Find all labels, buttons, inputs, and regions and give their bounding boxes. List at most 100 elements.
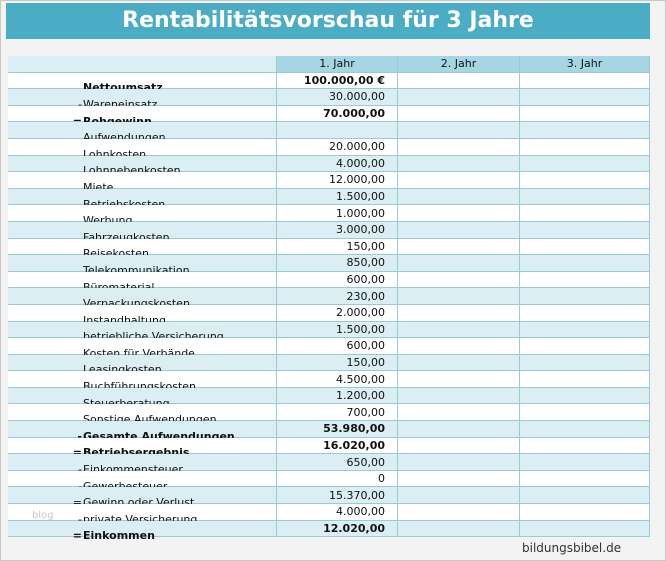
year-3-cell[interactable] bbox=[519, 121, 650, 139]
year-3-cell[interactable] bbox=[519, 370, 650, 388]
year-1-cell[interactable]: 1.000,00 bbox=[276, 204, 398, 222]
year-2-cell[interactable] bbox=[397, 204, 520, 222]
year-3-cell[interactable] bbox=[519, 503, 650, 521]
year-3-cell[interactable] bbox=[519, 354, 650, 372]
table-row: =Betriebsergebnis16.020,00 bbox=[8, 437, 650, 459]
year-3-cell[interactable] bbox=[519, 403, 650, 422]
year-1-cell[interactable]: 230,00 bbox=[276, 287, 398, 305]
table-row: =Gewinn oder Verlust15.370,00 bbox=[8, 486, 650, 509]
year-2-cell[interactable] bbox=[397, 321, 520, 339]
year-1-cell[interactable]: 15.370,00 bbox=[276, 486, 398, 505]
year-3-cell[interactable] bbox=[519, 387, 650, 405]
year-1-cell[interactable]: 4.000,00 bbox=[276, 503, 398, 521]
year-1-cell[interactable]: 650,00 bbox=[276, 453, 398, 471]
table-row: Nettoumsatz100.000,00 € bbox=[8, 72, 650, 94]
year-3-cell[interactable] bbox=[519, 453, 650, 471]
year-1-cell[interactable]: 4.000,00 bbox=[276, 155, 398, 173]
row-label-cell: Büromaterial bbox=[8, 271, 277, 294]
year-1-cell[interactable]: 700,00 bbox=[276, 403, 398, 422]
year-3-cell[interactable] bbox=[519, 238, 650, 256]
year-3-cell[interactable] bbox=[519, 420, 650, 438]
table-row: betriebliche Versicherung1.500,00 bbox=[8, 321, 650, 343]
year-1-cell[interactable]: 30.000,00 bbox=[276, 88, 398, 106]
year-1-cell[interactable]: 16.020,00 bbox=[276, 437, 398, 455]
year-2-cell[interactable] bbox=[397, 453, 520, 471]
year-2-cell[interactable] bbox=[397, 121, 520, 139]
year-3-cell[interactable] bbox=[519, 486, 650, 505]
year-2-cell[interactable] bbox=[397, 420, 520, 438]
year-3-cell[interactable] bbox=[519, 221, 650, 239]
year-1-cell[interactable]: 850,00 bbox=[276, 254, 398, 272]
year-3-cell[interactable] bbox=[519, 171, 650, 189]
year-1-cell[interactable]: 0 bbox=[276, 470, 398, 488]
year-1-cell[interactable]: 600,00 bbox=[276, 271, 398, 289]
year-2-cell[interactable] bbox=[397, 486, 520, 505]
year-1-cell[interactable]: 1.500,00 bbox=[276, 321, 398, 339]
year-2-cell[interactable] bbox=[397, 238, 520, 256]
year-2-cell[interactable] bbox=[397, 171, 520, 189]
year-1-cell[interactable]: 2.000,00 bbox=[276, 304, 398, 322]
year-2-cell[interactable] bbox=[397, 387, 520, 405]
year-2-cell[interactable] bbox=[397, 188, 520, 206]
year-1-cell[interactable]: 1.200,00 bbox=[276, 387, 398, 405]
year-3-cell[interactable] bbox=[519, 470, 650, 488]
year-2-cell[interactable] bbox=[397, 354, 520, 372]
year-2-cell[interactable] bbox=[397, 155, 520, 173]
year-2-cell[interactable] bbox=[397, 287, 520, 305]
year-2-cell[interactable] bbox=[397, 88, 520, 106]
year-2-cell[interactable] bbox=[397, 470, 520, 488]
year-3-cell[interactable] bbox=[519, 138, 650, 156]
year-2-cell[interactable] bbox=[397, 520, 520, 538]
year-2-cell[interactable] bbox=[397, 138, 520, 156]
year-2-cell[interactable] bbox=[397, 437, 520, 455]
year-1-cell[interactable]: 4.500,00 bbox=[276, 370, 398, 388]
year-3-cell[interactable] bbox=[519, 204, 650, 222]
year-2-cell[interactable] bbox=[397, 370, 520, 388]
year-2-cell[interactable] bbox=[397, 304, 520, 322]
year-3-cell[interactable] bbox=[519, 287, 650, 305]
year-3-cell[interactable] bbox=[519, 437, 650, 455]
table-row: Aufwendungen bbox=[8, 121, 650, 144]
table-row: Lohnnebenkosten4.000,00 bbox=[8, 155, 650, 177]
year-3-cell[interactable] bbox=[519, 271, 650, 289]
year-2-cell[interactable] bbox=[397, 503, 520, 521]
year-2-cell[interactable] bbox=[397, 105, 520, 123]
row-operator: - bbox=[66, 479, 82, 494]
year-3-cell[interactable] bbox=[519, 105, 650, 123]
year-1-cell[interactable]: 70.000,00 bbox=[276, 105, 398, 123]
year-3-cell[interactable] bbox=[519, 337, 650, 355]
table-row: Betriebskosten1.500,00 bbox=[8, 188, 650, 211]
year-1-cell[interactable]: 53.980,00 bbox=[276, 420, 398, 438]
year-2-cell[interactable] bbox=[397, 271, 520, 289]
year-1-cell[interactable]: 12.000,00 bbox=[276, 171, 398, 189]
year-1-cell[interactable] bbox=[276, 121, 398, 139]
year-3-cell[interactable] bbox=[519, 155, 650, 173]
year-3-cell[interactable] bbox=[519, 254, 650, 272]
year-3-cell[interactable] bbox=[519, 520, 650, 538]
year-3-cell[interactable] bbox=[519, 72, 650, 90]
year-1-cell[interactable]: 150,00 bbox=[276, 354, 398, 372]
row-label-cell: Fahrzeugkosten bbox=[8, 221, 277, 244]
row-label-cell: Verpackungskosten bbox=[8, 287, 277, 310]
table-row: Buchführungskosten4.500,00 bbox=[8, 370, 650, 393]
year-2-cell[interactable] bbox=[397, 403, 520, 422]
year-2-cell[interactable] bbox=[397, 337, 520, 355]
year-3-cell[interactable] bbox=[519, 304, 650, 322]
table-row: -private Versicherung4.000,00 bbox=[8, 503, 650, 526]
year-1-cell[interactable]: 1.500,00 bbox=[276, 188, 398, 206]
year-1-cell[interactable]: 150,00 bbox=[276, 238, 398, 256]
row-operator: - bbox=[66, 462, 82, 477]
year-1-cell[interactable]: 600,00 bbox=[276, 337, 398, 355]
year-3-cell[interactable] bbox=[519, 188, 650, 206]
row-label-cell: Lohnnebenkosten bbox=[8, 155, 277, 177]
year-3-cell[interactable] bbox=[519, 88, 650, 106]
year-1-cell[interactable]: 20.000,00 bbox=[276, 138, 398, 156]
year-1-cell[interactable]: 3.000,00 bbox=[276, 221, 398, 239]
year-2-cell[interactable] bbox=[397, 221, 520, 239]
year-1-cell[interactable]: 12.020,00 bbox=[276, 520, 398, 538]
year-1-cell[interactable]: 100.000,00 € bbox=[276, 72, 398, 90]
table-row: -Wareneinsatz30.000,00 bbox=[8, 88, 650, 111]
year-2-cell[interactable] bbox=[397, 72, 520, 90]
year-3-cell[interactable] bbox=[519, 321, 650, 339]
year-2-cell[interactable] bbox=[397, 254, 520, 272]
